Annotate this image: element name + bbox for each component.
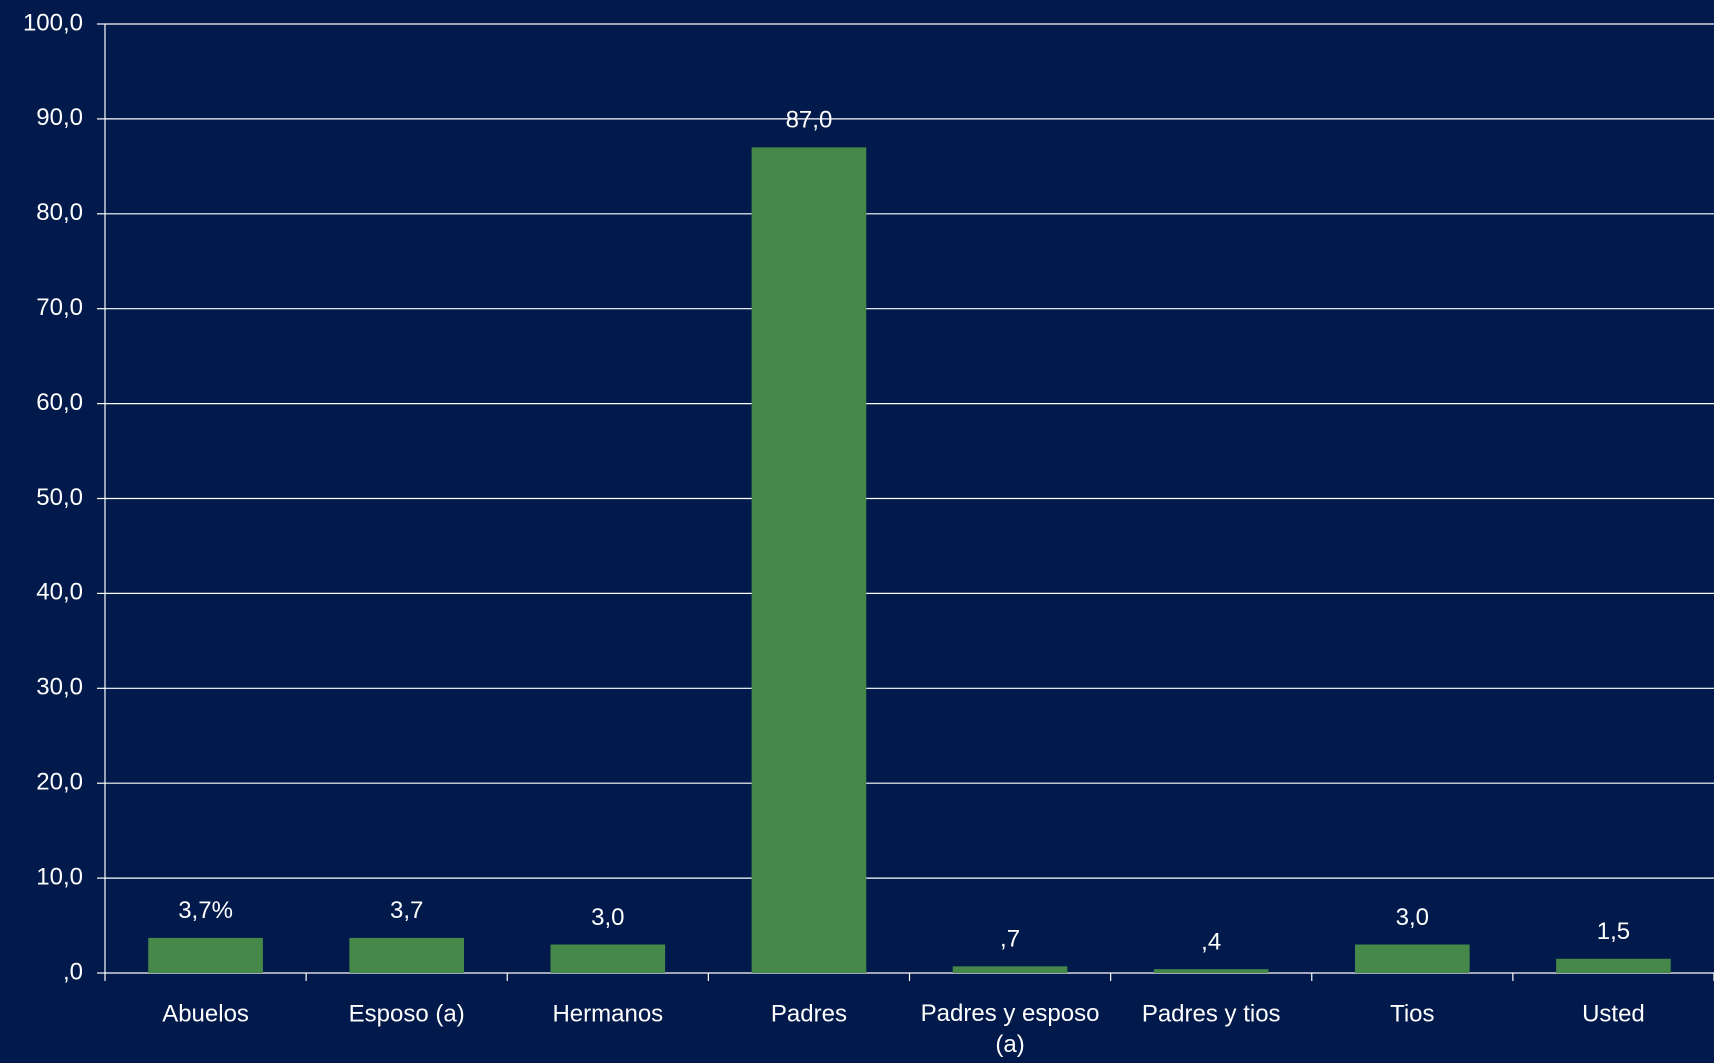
y-tick-label: 90,0 [36, 104, 83, 131]
x-tick-label: Padres y tios [1142, 1000, 1281, 1027]
x-tick-label: Tios [1390, 1000, 1434, 1027]
y-tick-label: 30,0 [36, 674, 83, 701]
y-tick-label: 100,0 [23, 9, 83, 36]
bar [1153, 969, 1269, 973]
value-label: ,4 [1201, 929, 1221, 956]
bar [349, 937, 465, 973]
x-tick-label: Abuelos [162, 1000, 249, 1027]
value-label: ,7 [1000, 926, 1020, 953]
value-label: 1,5 [1597, 918, 1630, 945]
bar [751, 147, 867, 973]
value-label: 3,7 [390, 897, 423, 924]
y-tick-label: 70,0 [36, 294, 83, 321]
x-tick-label: Hermanos [552, 1000, 663, 1027]
bar [148, 937, 263, 973]
value-label: 3,7% [178, 897, 233, 924]
bar [952, 966, 1068, 973]
x-tick-label: Usted [1582, 1000, 1645, 1027]
y-tick-label: 20,0 [36, 769, 83, 796]
bar [1354, 944, 1470, 973]
value-label: 87,0 [786, 107, 833, 134]
bar [550, 944, 666, 973]
value-label: 3,0 [591, 904, 624, 931]
bar [1556, 958, 1671, 973]
x-tick-label: Padres [771, 1000, 847, 1027]
x-tick-label: Esposo (a) [349, 1000, 465, 1027]
y-tick-label: 10,0 [36, 863, 83, 890]
y-tick-label: 60,0 [36, 389, 83, 416]
y-tick-label: ,0 [63, 958, 83, 985]
y-tick-label: 40,0 [36, 579, 83, 606]
x-tick-label: Padres y esposo (a) [921, 1000, 1100, 1058]
value-label: 3,0 [1396, 904, 1429, 931]
y-tick-label: 80,0 [36, 199, 83, 226]
y-tick-label: 50,0 [36, 484, 83, 511]
